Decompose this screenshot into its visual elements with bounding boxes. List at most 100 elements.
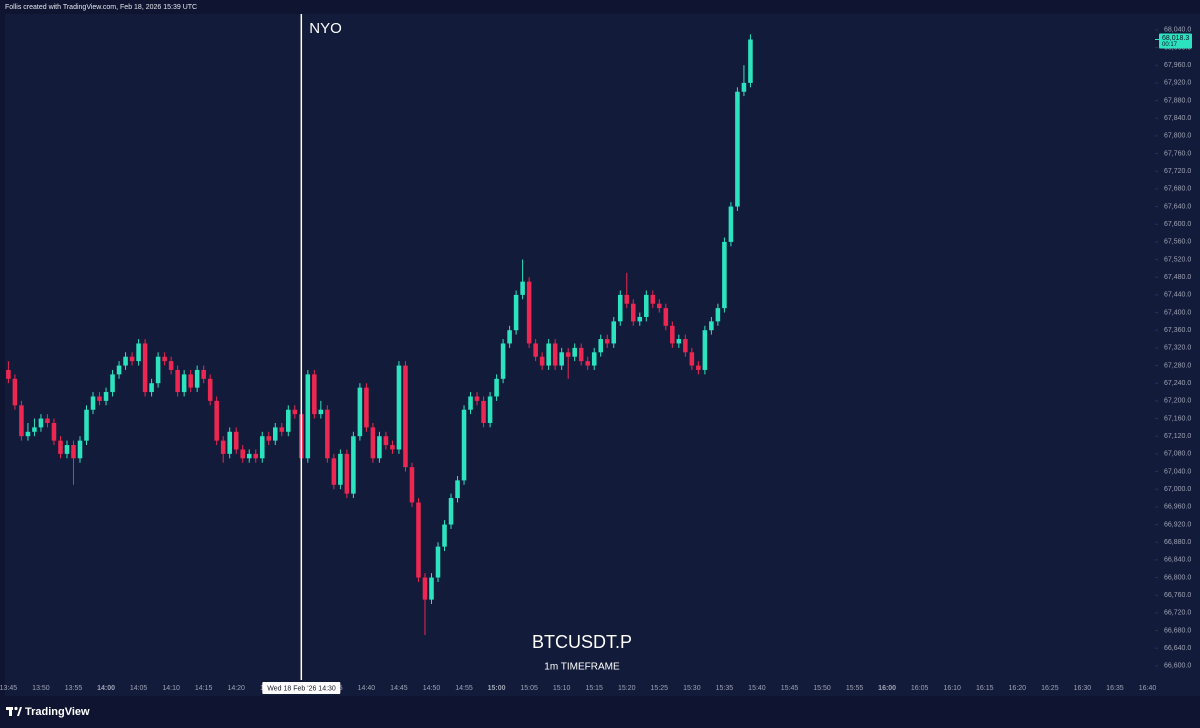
candle-body: [422, 577, 428, 600]
time-cursor-box: [262, 682, 341, 694]
candle-body: [123, 356, 128, 366]
candle-body: [383, 436, 389, 446]
y-tick-label: 67,000.0: [1164, 486, 1191, 493]
candle-body: [162, 356, 167, 362]
candle-body: [338, 453, 343, 485]
candle-body: [630, 303, 636, 322]
candle-body: [657, 303, 662, 309]
candle-body: [279, 427, 285, 432]
candle-body: [240, 449, 246, 459]
candle-body: [286, 409, 291, 432]
price-axis-area: [1155, 14, 1200, 680]
logo-shape: [14, 706, 18, 711]
candle-body: [351, 436, 356, 494]
x-tick-label: 15:35: [716, 685, 734, 692]
x-tick-label: 15:15: [585, 685, 603, 692]
candle-body: [181, 374, 187, 393]
x-tick-label: 15:40: [748, 685, 766, 692]
y-tick-label: 67,280.0: [1164, 362, 1191, 369]
y-tick-label: 68,040.0: [1164, 27, 1191, 34]
y-tick-label: 67,160.0: [1164, 415, 1191, 422]
candle-body: [233, 431, 239, 450]
x-tick-label: 15:55: [846, 685, 864, 692]
candle-body: [305, 374, 311, 459]
candle-body: [390, 445, 395, 450]
candle-body: [97, 396, 102, 401]
y-tick-label: 67,480.0: [1164, 274, 1191, 281]
candle-body: [64, 445, 70, 454]
y-tick-label: 66,720.0: [1164, 610, 1191, 617]
x-tick-label: 15:50: [813, 685, 831, 692]
candle-body: [741, 82, 747, 92]
x-tick-label: 15:05: [520, 685, 538, 692]
candle-body: [25, 431, 31, 437]
candle-body: [266, 436, 272, 441]
candle-body: [650, 294, 656, 304]
candle-body: [481, 400, 486, 423]
candle-body: [175, 369, 180, 393]
brand-logo: TradingView: [6, 706, 90, 718]
y-tick-label: 67,320.0: [1164, 345, 1191, 352]
x-tick-label: 16:10: [943, 685, 961, 692]
candle-body: [312, 374, 317, 415]
y-tick-label: 67,120.0: [1164, 433, 1191, 440]
x-tick-label: 14:40: [358, 685, 376, 692]
overlay: NYO Wed 18 Feb '26 14:30 68,018.300:17: [262, 14, 1192, 694]
y-tick-label: 66,600.0: [1164, 663, 1191, 670]
y-tick-label: 67,960.0: [1164, 62, 1191, 69]
x-tick-label: 13:55: [65, 685, 83, 692]
candle-body: [168, 361, 174, 370]
y-tick-label: 66,800.0: [1164, 574, 1191, 581]
y-tick-label: 66,880.0: [1164, 539, 1191, 546]
y-tick-label: 67,240.0: [1164, 380, 1191, 387]
candle-body: [396, 365, 402, 450]
x-tick-label: 14:50: [423, 685, 441, 692]
candle-body: [416, 502, 421, 578]
x-tick-label: 14:55: [455, 685, 473, 692]
x-tick-label: 15:25: [651, 685, 669, 692]
candle-body: [357, 387, 363, 437]
candle-body: [370, 427, 376, 459]
candle-body: [32, 427, 37, 432]
candle-body: [644, 294, 649, 317]
session-label: NYO: [309, 20, 342, 37]
x-tick-label: 15:20: [618, 685, 636, 692]
time-cursor-time: 14:30: [318, 685, 336, 692]
y-tick-label: 67,760.0: [1164, 150, 1191, 157]
x-tick-label: 15:10: [553, 685, 571, 692]
candle-body: [51, 422, 57, 441]
candle-body: [409, 467, 415, 503]
x-tick-label: 13:45: [0, 685, 17, 692]
candle-body: [526, 281, 532, 344]
y-tick-label: 67,720.0: [1164, 168, 1191, 175]
y-tick-label: 67,840.0: [1164, 115, 1191, 122]
candle-body: [253, 453, 259, 459]
x-tick-label: 14:20: [227, 685, 245, 692]
candle-body: [220, 440, 226, 454]
y-tick-label: 67,680.0: [1164, 186, 1191, 193]
y-axis: 66,600.0 66,640.0 66,680.0 66,720.0 66,760.0…: [1155, 27, 1191, 670]
candle-body: [6, 369, 11, 379]
candle-body: [507, 330, 512, 344]
candle-body: [207, 378, 213, 401]
candle-body: [188, 374, 193, 388]
candle-body: [227, 431, 232, 454]
y-tick-label: 67,360.0: [1164, 327, 1191, 334]
x-tick-label: 15:00: [488, 685, 506, 692]
candle-body: [468, 396, 473, 410]
x-tick-label: 16:20: [1009, 685, 1027, 692]
candle-body: [435, 546, 441, 578]
candle-body: [494, 378, 499, 397]
time-cursor-date: Wed 18 Feb '26: [267, 685, 316, 692]
watermark-symbol: BTCUSDT.P: [532, 632, 632, 652]
plot: BTCUSDT.P 1m TIMEFRAME: [6, 34, 753, 673]
candle-body: [377, 436, 382, 459]
candle-body: [513, 294, 519, 331]
candle-body: [194, 369, 200, 388]
candle-body: [149, 383, 154, 393]
y-tick-label: 66,640.0: [1164, 645, 1191, 652]
last-price-label: 68,018.3: [1162, 35, 1189, 42]
x-tick-label: 16:35: [1106, 685, 1124, 692]
x-tick-label: 16:30: [1074, 685, 1092, 692]
